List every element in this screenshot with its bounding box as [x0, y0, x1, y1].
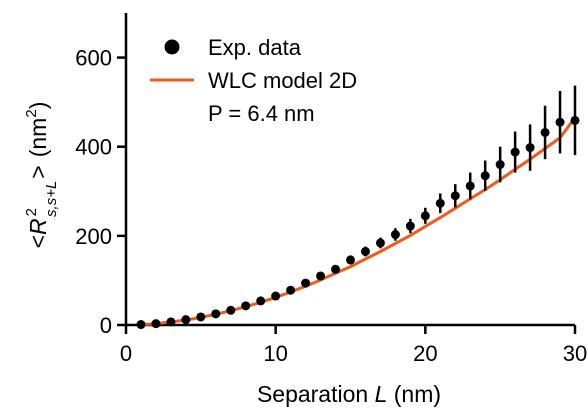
y-axis-label-unit-sup: 2 — [23, 109, 40, 117]
data-point — [196, 312, 206, 322]
y-axis-label-sub: s,s+L — [43, 181, 60, 217]
x-tick-label: 20 — [413, 341, 437, 366]
x-axis-label-prefix: Separation — [257, 381, 375, 407]
x-axis-label-suffix: (nm) — [387, 381, 441, 407]
y-tick-label: 200 — [75, 224, 112, 249]
data-point — [405, 221, 415, 231]
data-point — [241, 301, 251, 311]
y-tick-label: 600 — [75, 46, 112, 71]
series-line-wlc-model — [140, 116, 577, 327]
data-point — [211, 309, 221, 319]
y-tick-label: 0 — [100, 313, 112, 338]
data-point — [151, 319, 161, 329]
x-tick-label: 30 — [563, 341, 587, 366]
annotation-persistence-length: P = 6.4 nm — [208, 101, 315, 126]
data-point — [390, 230, 400, 240]
y-axis-label-open: < — [25, 235, 51, 248]
y-axis-label-sup: 2 — [23, 208, 40, 216]
y-axis-label-unit-close: ) — [25, 102, 51, 110]
points-layer — [136, 85, 580, 330]
y-tick-label: 400 — [75, 135, 112, 160]
data-point — [181, 315, 191, 325]
data-point — [555, 117, 565, 127]
data-point — [525, 143, 535, 153]
data-point — [450, 191, 460, 201]
legend-label-wlc-model: WLC model 2D — [208, 68, 357, 93]
x-tick-label: 0 — [120, 341, 132, 366]
data-point — [570, 115, 580, 125]
axis-ticks: 0 200 400 600 0 10 20 30 — [75, 46, 587, 366]
x-axis-label-var: L — [375, 381, 388, 407]
y-axis-label-unit-open: (nm — [25, 118, 51, 158]
data-point — [256, 296, 266, 306]
legend: Exp. data WLC model 2D P = 6.4 nm — [150, 35, 357, 126]
data-point — [316, 271, 326, 281]
model-layer — [140, 116, 577, 327]
x-axis-label: Separation L (nm) — [257, 381, 441, 407]
data-point — [495, 160, 505, 170]
data-point — [331, 264, 341, 274]
data-point — [271, 291, 281, 301]
data-point — [286, 285, 296, 295]
data-point — [226, 305, 236, 315]
y-axis-label-close: > — [25, 165, 51, 178]
data-point — [360, 246, 370, 256]
data-point — [435, 198, 445, 208]
data-point — [540, 127, 550, 137]
data-point — [166, 317, 176, 327]
data-point — [301, 278, 311, 288]
data-point — [510, 147, 520, 157]
data-point — [346, 255, 355, 265]
y-axis-label-var: R — [25, 218, 51, 235]
data-point — [420, 211, 430, 221]
data-point — [465, 181, 475, 191]
y-axis-label: <R2 s,s+L>(nm2) — [23, 102, 60, 249]
data-point — [480, 171, 490, 181]
x-tick-label: 10 — [263, 341, 287, 366]
data-point — [136, 320, 146, 330]
legend-marker-exp-data — [164, 39, 180, 55]
legend-label-exp-data: Exp. data — [208, 35, 302, 60]
data-point — [375, 238, 385, 248]
